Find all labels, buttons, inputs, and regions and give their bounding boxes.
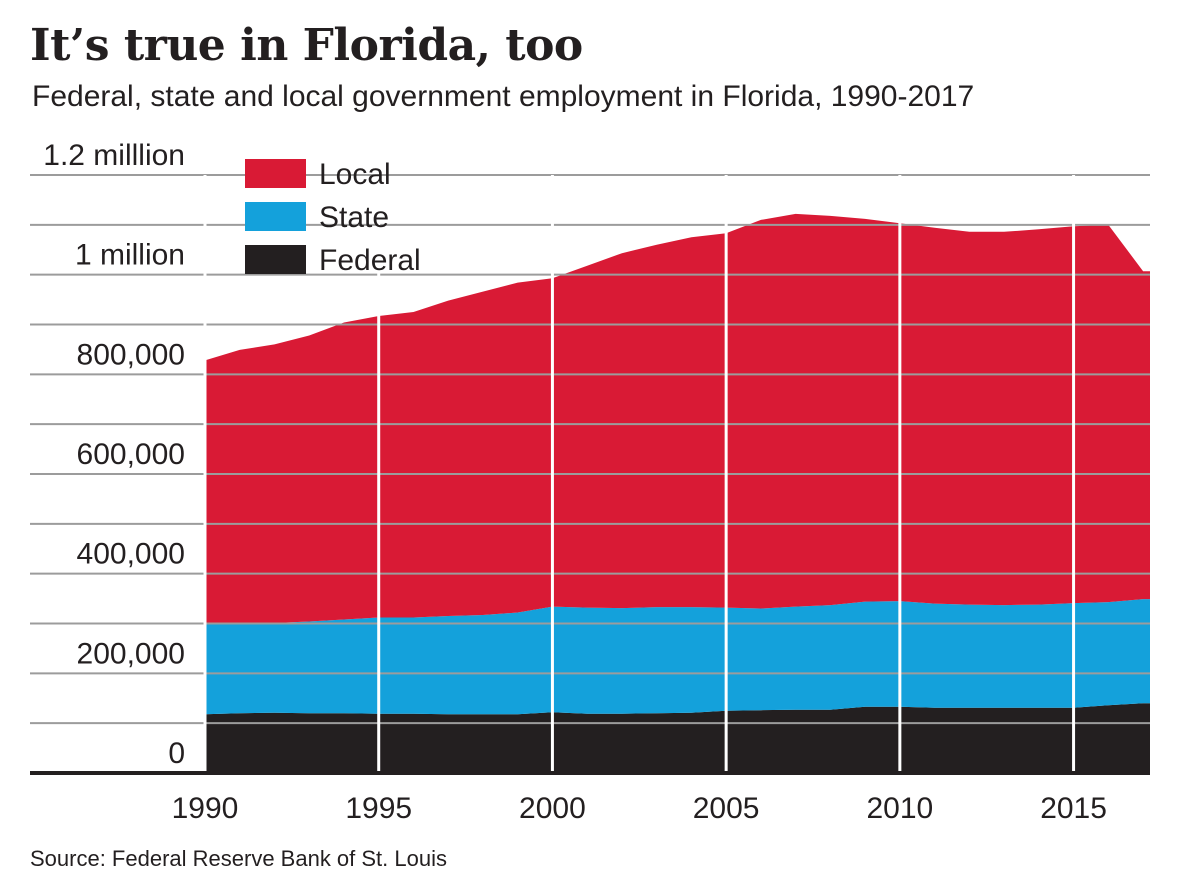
legend-swatch-federal bbox=[245, 245, 306, 274]
legend-label-state: State bbox=[319, 201, 389, 234]
gridlines bbox=[30, 174, 1150, 773]
series-area-local bbox=[205, 213, 1150, 624]
x-tick-label: 2015 bbox=[1040, 792, 1107, 825]
legend-label-federal: Federal bbox=[319, 244, 421, 277]
series-area-state bbox=[205, 599, 1150, 715]
y-tick-label: 0 bbox=[168, 737, 185, 770]
legend: Local State Federal bbox=[245, 158, 421, 277]
source-note: Source: Federal Reserve Bank of St. Loui… bbox=[30, 846, 447, 871]
area-layer bbox=[205, 213, 1150, 773]
legend-swatch-state bbox=[245, 202, 306, 231]
y-tick-label: 1.2 milllion bbox=[43, 139, 185, 172]
y-tick-label: 1 million bbox=[75, 239, 185, 272]
series-area-federal bbox=[205, 703, 1150, 773]
chart-title: It’s true in Florida, too bbox=[30, 20, 583, 71]
x-tick-label: 2000 bbox=[519, 792, 586, 825]
x-tick-label: 2005 bbox=[693, 792, 760, 825]
x-tick-label: 2010 bbox=[866, 792, 933, 825]
chart-subtitle: Federal, state and local government empl… bbox=[32, 80, 975, 113]
legend-swatch-local bbox=[245, 159, 306, 188]
y-tick-label: 200,000 bbox=[77, 637, 185, 670]
y-tick-label: 400,000 bbox=[77, 538, 185, 571]
x-tick-label: 1995 bbox=[345, 792, 412, 825]
x-tick-label: 1990 bbox=[172, 792, 239, 825]
y-tick-label: 600,000 bbox=[77, 438, 185, 471]
legend-label-local: Local bbox=[319, 158, 391, 191]
axis-layer: 0 200,000 400,000 600,000 800,000 1 million 1.… bbox=[30, 139, 1150, 825]
y-tick-label: 800,000 bbox=[77, 338, 185, 371]
